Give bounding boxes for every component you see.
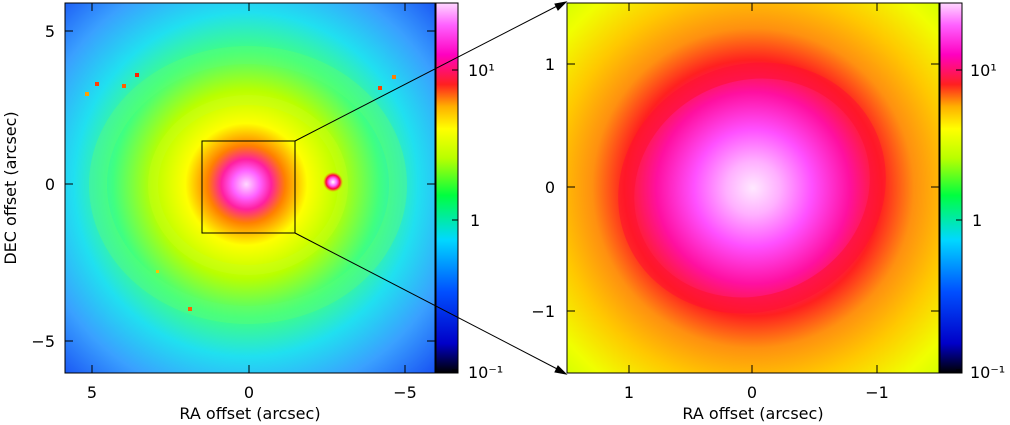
left-ticks [65,3,435,373]
right-frame [566,2,940,374]
right-ticks [567,3,939,373]
right-ytick-1: 1 [545,55,555,74]
right-colorbar [939,2,963,374]
left-xtick-2: 0 [244,383,254,402]
left-ytick-3: −5 [31,332,55,351]
left-xlabel: RA offset (arcsec) [179,404,320,423]
left-colorbar [435,2,459,374]
left-cbar-tick-3: 10⁻¹ [468,363,503,382]
star-source [323,172,343,192]
right-xlabel: RA offset (arcsec) [682,404,823,423]
right-image [567,3,939,373]
right-cbar-tick-1: 10¹ [970,61,997,80]
left-ytick-1: 5 [45,22,55,41]
left-xtick-1: 5 [87,383,97,402]
left-ytick-2: 0 [45,175,55,194]
left-cbar-tick-2: 1 [470,211,480,230]
left-cbar-tick-1: 10¹ [468,61,495,80]
right-xtick-2: 0 [747,383,757,402]
right-cbar-tick-2: 1 [972,211,982,230]
left-image [65,3,435,373]
zoom-arrows [294,1,568,375]
zoom-box [201,140,296,234]
right-cbar-tick-3: 10⁻¹ [970,363,1005,382]
right-xtick-3: −1 [865,383,889,402]
right-xtick-1: 1 [624,383,634,402]
right-ytick-2: 0 [545,178,555,197]
left-frame [64,2,436,374]
left-xtick-3: −5 [393,383,417,402]
right-ytick-3: −1 [531,302,555,321]
left-ylabel: DEC offset (arcsec) [1,111,20,264]
